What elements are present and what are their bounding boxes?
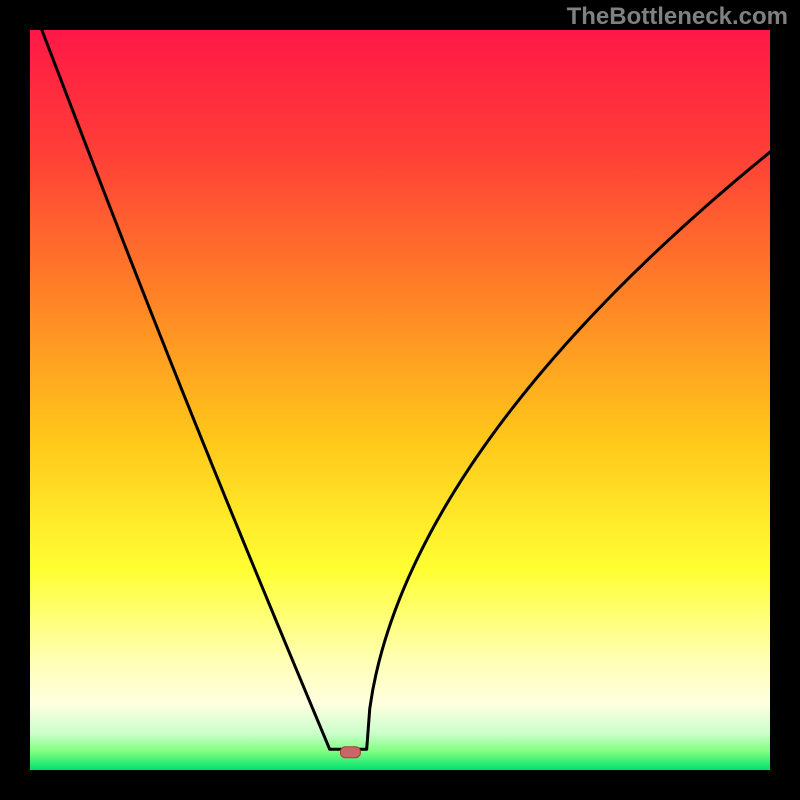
watermark-text: TheBottleneck.com [567,3,788,30]
plot-area [30,30,770,770]
bottleneck-chart: TheBottleneck.com [0,0,800,800]
optimal-marker [340,747,360,758]
